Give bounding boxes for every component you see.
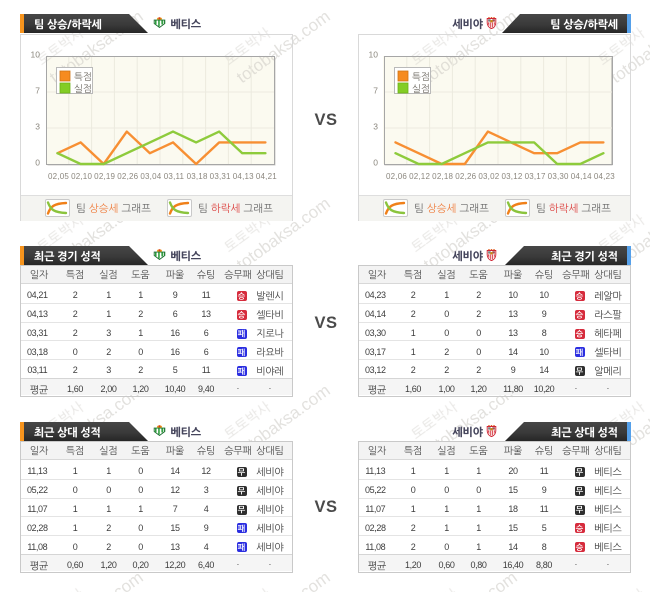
svg-text:02,19: 02,19 <box>94 172 115 181</box>
svg-text:0: 0 <box>35 158 40 168</box>
svg-text:03,18: 03,18 <box>187 172 208 181</box>
svg-text:04,14: 04,14 <box>571 172 592 181</box>
svg-text:02,10: 02,10 <box>71 172 92 181</box>
svg-text:10: 10 <box>31 50 41 60</box>
svg-text:04,23: 04,23 <box>594 172 615 181</box>
svg-text:02,26: 02,26 <box>117 172 138 181</box>
svg-text:02,26: 02,26 <box>455 172 476 181</box>
svg-text:10: 10 <box>369 50 379 60</box>
svg-text:7: 7 <box>35 86 40 96</box>
svg-text:03,04: 03,04 <box>140 172 161 181</box>
svg-text:02,18: 02,18 <box>432 172 453 181</box>
svg-text:7: 7 <box>373 86 378 96</box>
svg-text:02,06: 02,06 <box>386 172 407 181</box>
svg-text:04,13: 04,13 <box>233 172 254 181</box>
svg-text:03,17: 03,17 <box>525 172 546 181</box>
svg-text:04,21: 04,21 <box>256 172 277 181</box>
svg-text:3: 3 <box>35 122 40 132</box>
svg-text:03,02: 03,02 <box>478 172 499 181</box>
svg-text:03,11: 03,11 <box>164 172 185 181</box>
svg-text:03,30: 03,30 <box>548 172 569 181</box>
svg-text:02,05: 02,05 <box>48 172 69 181</box>
svg-text:3: 3 <box>373 122 378 132</box>
svg-text:0: 0 <box>373 158 378 168</box>
svg-text:02,12: 02,12 <box>409 172 430 181</box>
svg-text:03,12: 03,12 <box>501 172 522 181</box>
svg-text:03,31: 03,31 <box>210 172 231 181</box>
